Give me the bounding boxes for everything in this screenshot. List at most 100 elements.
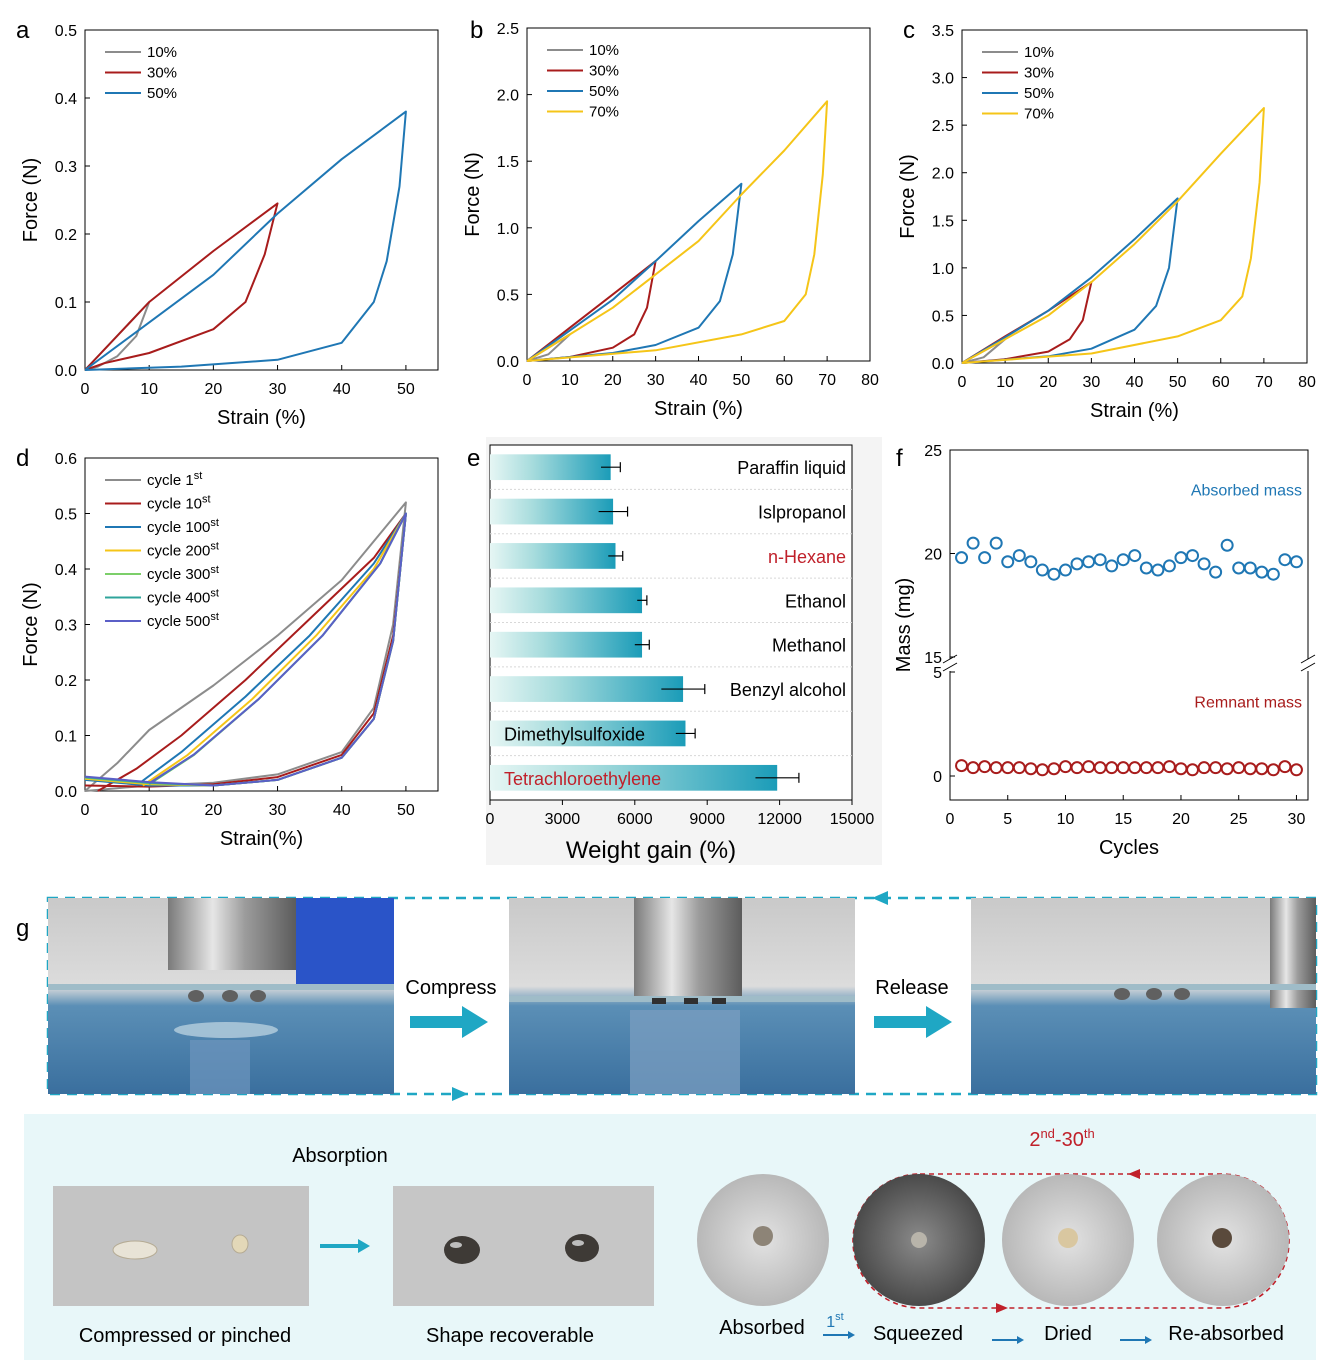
x-tick-label: 60 [1212, 374, 1230, 391]
x-tick-label: 40 [333, 381, 351, 398]
compressed-caption: Compressed or pinched [79, 1325, 291, 1347]
scatter-point [1047, 567, 1061, 581]
scatter-point [989, 536, 1003, 550]
y-tick-label: 0.2 [55, 673, 77, 690]
x-tick-label: 30 [269, 381, 287, 398]
y-tick-label: 2.5 [497, 21, 519, 38]
y-axis-label: Mass (mg) [893, 578, 915, 672]
x-tick-label: 30 [1288, 811, 1306, 828]
scatter-point [1162, 559, 1176, 573]
x-tick-label: 20 [204, 381, 222, 398]
y-axis-label: Force (N) [20, 158, 42, 242]
scatter-point [1058, 563, 1072, 577]
scatter-point [1255, 565, 1269, 579]
bar-label: Methanol [772, 636, 846, 656]
panel-g: Compress Release [46, 891, 1318, 1101]
legend-label: cycle 10st [147, 494, 211, 513]
scatter-point [1278, 760, 1292, 774]
panel-h: Absorption Compressed or pinched Shape r… [53, 1145, 654, 1347]
y-tick-label: 0.0 [55, 784, 77, 801]
legend-label: 30% [1024, 65, 1054, 82]
series-line-50- [526, 182, 743, 362]
bar-label: n-Hexane [768, 547, 846, 567]
y-tick-label: 3.5 [932, 23, 954, 40]
scatter-point [1035, 763, 1049, 777]
legend-label: cycle 400st [147, 588, 219, 607]
x-tick-label: 15 [1114, 811, 1132, 828]
x-tick-label: 20 [1172, 811, 1190, 828]
scatter-point [1070, 557, 1084, 571]
legend-label: cycle 200st [147, 541, 219, 560]
bar-label: Ethanol [785, 591, 846, 611]
axis-break-mark [942, 654, 958, 664]
plot-frame [949, 449, 1309, 801]
loop-arrow-bottom [996, 1303, 1008, 1313]
scatter-point [1058, 760, 1072, 774]
release-arrow [874, 1006, 952, 1038]
x-tick-label: 50 [732, 372, 750, 389]
panel-letter-b: b [470, 17, 483, 44]
photo-before-compress [48, 898, 394, 1094]
legend-label: 30% [589, 63, 619, 80]
panel-letter-d: d [16, 445, 29, 472]
step-dried: Dried [1044, 1323, 1092, 1345]
scatter-point [1289, 555, 1303, 569]
x-tick-label: 0 [958, 374, 967, 391]
x-tick-label: 3000 [545, 811, 581, 828]
series-line-cycle-500 [84, 512, 407, 787]
y-tick-label: 1.0 [497, 221, 519, 238]
series-line-cycle-300 [84, 512, 407, 787]
scatter-point [1024, 555, 1038, 569]
x-tick-label: 15000 [830, 811, 875, 828]
x-tick-label: 70 [818, 372, 836, 389]
series-line-30- [526, 260, 657, 362]
y-axis-label: Force (N) [462, 152, 484, 236]
scatter-point [1128, 549, 1142, 563]
chart-d: 0 10 20 30 40 50 0.0 0.1 0.2 0.3 0.4 0.5 0.6 Strain(%… [20, 451, 439, 850]
y-tick-label: 25 [924, 443, 942, 460]
x-tick-label: 30 [1082, 374, 1100, 391]
x-tick-label: 50 [397, 381, 415, 398]
legend-label: cycle 500st [147, 611, 219, 630]
bar-label: Dimethylsulfoxide [504, 724, 645, 744]
step-squeezed: Squeezed [873, 1323, 963, 1345]
x-axis-label: Strain (%) [1090, 400, 1179, 422]
scatter-point [1035, 563, 1049, 577]
scatter-point [1232, 761, 1246, 775]
x-tick-label: 25 [1230, 811, 1248, 828]
bar [490, 764, 778, 791]
photo-compressed [509, 898, 855, 1094]
panel-letter-a: a [16, 17, 30, 44]
y-tick-label: 2.0 [932, 166, 954, 183]
panel-letter-g: g [16, 915, 29, 942]
x-tick-label: 30 [647, 372, 665, 389]
arrow-2 [992, 1336, 1024, 1344]
legend-label: cycle 100st [147, 517, 219, 536]
chart-b: 0 10 20 30 40 50 60 70 80 0.0 0.5 1.0 1.5 2.0 2.5 Strai… [462, 21, 879, 420]
x-axis-label: Strain (%) [654, 398, 743, 420]
scatter-point [1139, 761, 1153, 775]
step-absorbed: Absorbed [719, 1317, 805, 1339]
panel-g-top-arrow [872, 891, 888, 905]
bar-label: Islpropanol [758, 503, 846, 523]
scatter-point [1047, 762, 1061, 776]
axis-break-mark [942, 662, 958, 672]
x-tick-label: 60 [775, 372, 793, 389]
x-tick-label: 0 [81, 802, 90, 819]
series-line-70- [526, 100, 829, 362]
legend-label: 50% [147, 85, 177, 102]
y-tick-label: 0.2 [55, 227, 77, 244]
scatter-point [1232, 561, 1246, 575]
scatter-point [966, 761, 980, 775]
y-tick-label: 0.1 [55, 729, 77, 746]
bar-label: Paraffin liquid [737, 458, 846, 478]
scatter-point [1151, 761, 1165, 775]
panel-letter-c: c [903, 17, 915, 44]
legend-label: 10% [589, 42, 619, 59]
legend-label: 10% [147, 44, 177, 61]
x-tick-label: 80 [1298, 374, 1316, 391]
y-tick-label: 0.0 [497, 354, 519, 371]
legend-label: cycle 1st [147, 470, 202, 489]
chart-e: 0 3000 6000 9000 12000 15000 Weight gain (%) Pa… [486, 437, 882, 865]
chart-a: 0 10 20 30 40 50 0.0 0.1 0.2 0.3 0.4 0.5 Strain (%) F… [20, 23, 439, 429]
